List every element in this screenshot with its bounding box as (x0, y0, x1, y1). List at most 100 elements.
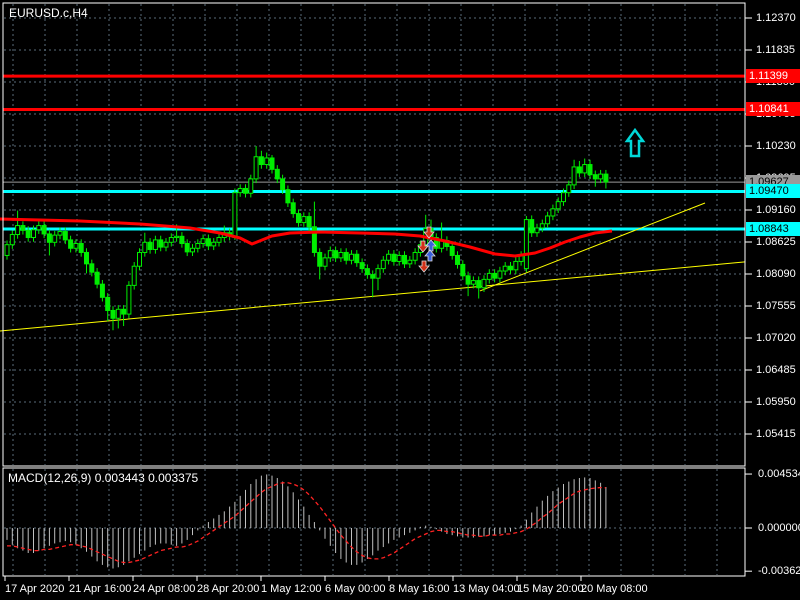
candle-body (386, 253, 392, 261)
time-tick-label: 17 Apr 2020 (5, 583, 65, 595)
candle-body (566, 184, 572, 194)
price-tick-label: 1.11835 (756, 44, 795, 56)
candle-body (338, 251, 344, 259)
candle-body (354, 253, 360, 264)
price-tick-label: 1.07555 (756, 300, 796, 312)
candle-body (370, 274, 376, 279)
macd-tick-label: 0.000000 (758, 522, 800, 534)
big-up-arrow-icon[interactable] (624, 127, 646, 158)
time-tick-label: 28 Apr 20:00 (197, 583, 260, 595)
macd-tick-label: -0.003629 (758, 565, 800, 578)
candle-body (258, 156, 264, 166)
candle-body (285, 189, 291, 204)
candle-body (174, 235, 180, 239)
candle-body (592, 174, 598, 180)
candle-body (587, 164, 593, 176)
time-tick-label: 8 May 16:00 (389, 583, 450, 595)
candle-body (25, 229, 31, 239)
candle-body (232, 192, 238, 239)
candle-body (78, 242, 84, 253)
candle-body (15, 225, 21, 236)
candle-body (296, 213, 301, 224)
candle-body (248, 178, 254, 194)
candle-body (508, 265, 513, 271)
candle-body (216, 237, 222, 243)
candle-body (375, 268, 381, 279)
support-price-label[interactable]: 1.08843 (746, 221, 800, 236)
candle-body (359, 262, 365, 270)
candle-body (364, 268, 370, 276)
candle-body (269, 157, 275, 170)
buy-arrow-icon[interactable] (424, 249, 436, 262)
resistance-price-label[interactable]: 1.10841 (746, 102, 800, 117)
candle-body (534, 227, 540, 234)
candle-body (306, 216, 312, 228)
candle-body (274, 168, 280, 180)
price-tick-label: 1.07020 (756, 332, 796, 344)
candle-body (4, 244, 10, 256)
candle-body (555, 201, 561, 210)
candle-body (486, 272, 492, 280)
candle-body (327, 250, 333, 259)
candle-body (73, 242, 79, 249)
candle-body (94, 271, 100, 285)
candle-body (158, 239, 164, 248)
candle-body (36, 225, 42, 231)
candle-body (301, 216, 307, 224)
price-tick-label: 1.08090 (756, 268, 796, 280)
candle-body (412, 251, 418, 261)
candle-body (152, 239, 158, 250)
candle-body (147, 241, 153, 250)
candle-body (62, 231, 68, 241)
trendline[interactable] (479, 202, 706, 292)
price-tick-label: 1.06485 (756, 364, 796, 376)
candle-body (115, 308, 121, 319)
macd-main-value: 0.003443 (94, 471, 145, 485)
moving-average-line[interactable] (0, 217, 613, 258)
candle-body (603, 173, 609, 183)
price-tick-label: 1.05415 (756, 428, 796, 440)
candle-body (391, 253, 397, 262)
candle-body (571, 166, 577, 186)
candle-body (449, 245, 455, 256)
candle-body (396, 254, 402, 262)
sell-arrow-icon[interactable] (423, 226, 435, 239)
sell-arrow-icon[interactable] (418, 260, 430, 273)
macd-tick-label: 0.004534 (758, 468, 800, 481)
candle-body (349, 253, 354, 261)
candle-body (333, 250, 339, 259)
price-tick-label: 1.08625 (756, 236, 796, 248)
candle-body (253, 156, 259, 180)
candle-body (205, 238, 211, 247)
candle-body (343, 251, 349, 261)
candle-body (179, 235, 185, 244)
candle-body (105, 296, 111, 311)
candle-body (407, 259, 413, 265)
time-tick-label: 21 Apr 16:00 (69, 583, 132, 595)
candle-body (9, 234, 15, 246)
candle-body (41, 225, 47, 235)
candle-body (402, 254, 407, 265)
time-tick-label: 13 May 04:00 (453, 583, 520, 595)
candle-body (99, 283, 105, 298)
candle-body (237, 187, 243, 194)
candle-body (311, 226, 317, 253)
candle-body (481, 278, 487, 289)
candle-body (31, 229, 36, 239)
candle-body (539, 223, 545, 229)
candle-body (200, 238, 206, 244)
candle-body (52, 234, 58, 243)
candle-body (211, 241, 217, 247)
support-price-label[interactable]: 1.09470 (746, 184, 800, 199)
macd-label: MACD(12,26,9) (8, 471, 92, 485)
candle-body (497, 270, 503, 279)
candle-body (317, 251, 323, 267)
sell-arrow-icon[interactable] (417, 240, 429, 253)
candle-body (84, 251, 89, 265)
resistance-price-label[interactable]: 1.11399 (746, 69, 800, 84)
price-tick-label: 1.10230 (756, 140, 796, 152)
candle-body (57, 231, 63, 236)
candle-body (529, 219, 535, 234)
